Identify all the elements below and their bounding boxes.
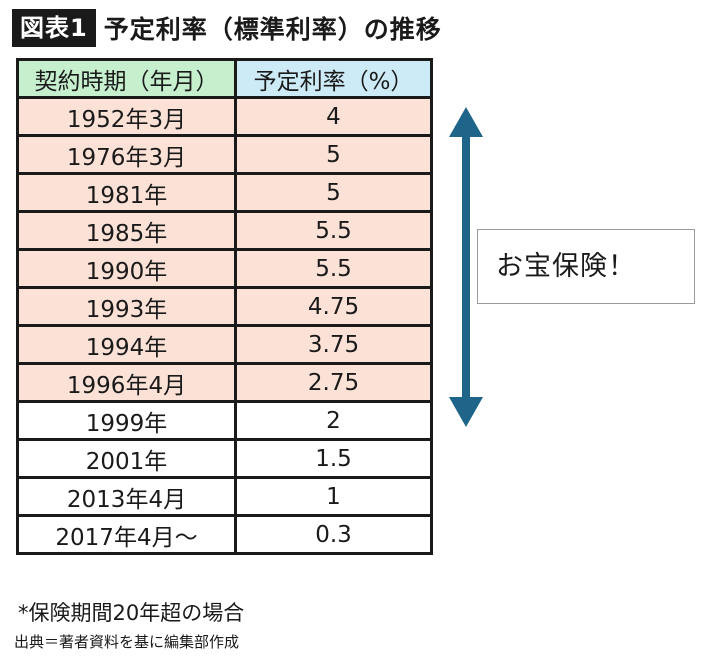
rate-cell: 1.5	[234, 438, 433, 479]
period-cell: 1990年	[16, 248, 237, 289]
period-cell: 1952年3月	[16, 96, 237, 137]
figure-header: 図表1 予定利率（標準利率）の推移	[12, 8, 442, 48]
footnote: *保険期間20年超の場合	[18, 601, 245, 625]
callout-box: お宝保険！	[477, 229, 695, 304]
table-row: 1993年 4.75	[16, 286, 433, 327]
rate-cell: 5	[234, 172, 433, 213]
rate-cell: 5	[234, 134, 433, 175]
table-row: 1981年 5	[16, 172, 433, 213]
table-row: 1990年 5.5	[16, 248, 433, 289]
rate-cell: 3.75	[234, 324, 433, 365]
table-row: 2013年4月 1	[16, 476, 433, 517]
period-cell: 2001年	[16, 438, 237, 479]
source-credit: 出典＝著者資料を基に編集部作成	[14, 633, 240, 651]
table-row: 1999年 2	[16, 400, 433, 441]
period-cell: 1981年	[16, 172, 237, 213]
table-row: 2017年4月～ 0.3	[16, 514, 433, 555]
period-cell: 1976年3月	[16, 134, 237, 175]
table-row: 1994年 3.75	[16, 324, 433, 365]
table-row: 1976年3月 5	[16, 134, 433, 175]
rate-cell: 5.5	[234, 210, 433, 251]
rate-cell: 4	[234, 96, 433, 137]
rate-cell: 5.5	[234, 248, 433, 289]
rate-cell: 2	[234, 400, 433, 441]
rate-cell: 0.3	[234, 514, 433, 555]
rate-cell: 4.75	[234, 286, 433, 327]
period-cell: 2017年4月～	[16, 514, 237, 555]
period-cell: 1996年4月	[16, 362, 237, 403]
figure-title: 予定利率（標準利率）の推移	[103, 15, 442, 44]
table-row: 1996年4月 2.75	[16, 362, 433, 403]
table-row: 2001年 1.5	[16, 438, 433, 479]
period-cell: 1994年	[16, 324, 237, 365]
period-cell: 1985年	[16, 210, 237, 251]
table-row: 1985年 5.5	[16, 210, 433, 251]
column-header-period: 契約時期（年月）	[16, 58, 237, 99]
double-arrow-icon	[449, 107, 483, 427]
period-cell: 1999年	[16, 400, 237, 441]
table-row: 1952年3月 4	[16, 96, 433, 137]
figure-number-badge: 図表1	[12, 9, 96, 47]
interest-rate-table: 契約時期（年月） 予定利率（%） 1952年3月 4 1976年3月 5 198…	[16, 58, 433, 555]
period-cell: 1993年	[16, 286, 237, 327]
table-header-row: 契約時期（年月） 予定利率（%）	[16, 58, 433, 99]
period-cell: 2013年4月	[16, 476, 237, 517]
column-header-rate: 予定利率（%）	[234, 58, 433, 99]
rate-cell: 2.75	[234, 362, 433, 403]
rate-cell: 1	[234, 476, 433, 517]
